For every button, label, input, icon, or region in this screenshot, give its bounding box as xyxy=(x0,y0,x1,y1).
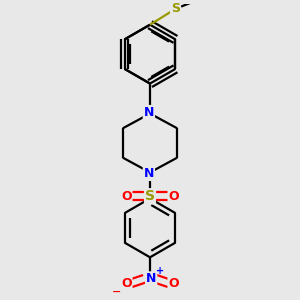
Text: N: N xyxy=(144,106,154,119)
Text: S: S xyxy=(145,189,155,203)
Text: +: + xyxy=(156,266,164,276)
Text: −: − xyxy=(111,287,121,297)
Text: S: S xyxy=(171,2,180,15)
Text: N: N xyxy=(144,167,154,180)
Text: O: O xyxy=(121,190,131,203)
Text: O: O xyxy=(121,277,131,290)
Text: O: O xyxy=(169,277,179,290)
Text: O: O xyxy=(169,190,179,203)
Text: N: N xyxy=(146,272,156,285)
